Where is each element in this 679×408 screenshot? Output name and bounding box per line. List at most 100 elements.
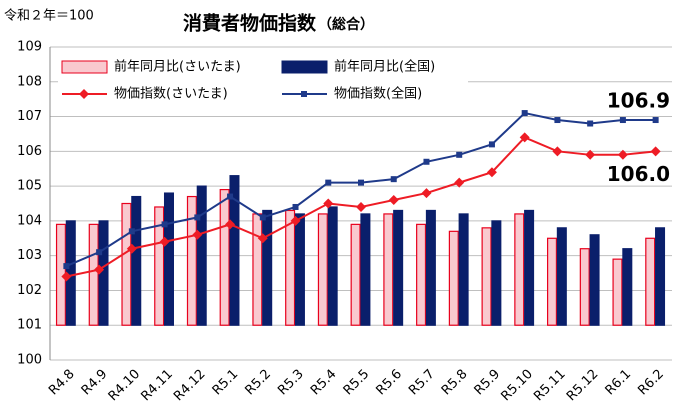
marker <box>554 117 561 124</box>
bar <box>88 223 99 326</box>
marker <box>325 179 332 186</box>
legend-label: 物価指数(全国) <box>334 86 422 102</box>
bar <box>163 192 175 326</box>
bar <box>491 220 502 326</box>
bar <box>458 213 469 326</box>
base-note: 令和２年＝100 <box>4 9 94 24</box>
x-tick-label: R5.11 <box>531 367 568 404</box>
x-tick-label: R5.6 <box>373 367 405 399</box>
marker <box>292 203 299 210</box>
marker <box>454 177 465 188</box>
legend-marker <box>301 91 307 97</box>
y-tick-label: 108 <box>17 74 42 89</box>
bar <box>219 188 230 326</box>
x-tick-label: R5.12 <box>564 367 601 404</box>
chart-title: 消費者物価指数 <box>183 12 317 35</box>
y-tick-label: 109 <box>17 40 42 55</box>
marker <box>161 221 168 228</box>
x-tick-label: R5.5 <box>341 367 373 399</box>
marker <box>488 141 495 148</box>
x-tick-label: R5.4 <box>308 367 340 399</box>
bar <box>448 230 459 326</box>
x-tick-label: R4.10 <box>106 367 143 404</box>
bar <box>546 237 558 326</box>
marker <box>128 228 135 235</box>
legend-marker <box>79 89 89 99</box>
value-label: 106.0 <box>607 162 670 186</box>
bar <box>285 209 296 326</box>
marker <box>388 195 399 206</box>
x-tick-label: R5.1 <box>210 367 242 399</box>
bar <box>481 227 492 326</box>
y-tick-label: 106 <box>17 144 42 159</box>
bar <box>514 213 525 326</box>
x-tick-label: R4.11 <box>138 367 175 404</box>
bar <box>262 209 273 326</box>
bar <box>317 213 328 326</box>
x-tick-label: R6.1 <box>603 367 635 399</box>
bar <box>645 237 656 326</box>
y-tick-label: 100 <box>17 353 42 368</box>
marker <box>96 249 103 256</box>
marker <box>619 117 626 124</box>
x-tick-label: R5.7 <box>406 367 438 399</box>
marker <box>486 167 497 178</box>
bar <box>154 206 165 326</box>
legend-swatch <box>61 60 108 74</box>
bar <box>196 185 207 326</box>
marker <box>421 188 432 199</box>
marker <box>650 146 661 157</box>
y-tick-label: 104 <box>17 213 42 228</box>
y-tick-label: 105 <box>17 179 42 194</box>
bar <box>327 206 338 326</box>
bar <box>131 195 142 326</box>
bar <box>229 175 240 326</box>
chart-subtitle: （総合） <box>318 16 374 33</box>
bar <box>121 202 132 326</box>
legend-label: 前年同月比(全国) <box>334 59 435 75</box>
bar <box>524 209 535 326</box>
x-tick-label: R5.8 <box>439 367 471 399</box>
y-tick-label: 101 <box>17 318 42 333</box>
marker <box>519 132 530 143</box>
bar <box>393 209 404 326</box>
bar <box>383 213 394 326</box>
y-tick-label: 102 <box>17 283 42 298</box>
x-tick-label: R5.10 <box>499 367 536 404</box>
marker <box>259 214 266 221</box>
bar <box>186 195 197 326</box>
x-tick-label: R5.3 <box>275 367 307 399</box>
x-tick-label: R5.2 <box>242 367 274 399</box>
marker <box>358 179 364 186</box>
y-tick-label: 103 <box>17 248 42 263</box>
marker <box>227 193 234 200</box>
legend-label: 物価指数(さいたま) <box>114 87 228 102</box>
marker <box>587 120 594 127</box>
marker <box>63 263 70 270</box>
y-tick-label: 107 <box>17 109 42 124</box>
legend-box <box>58 54 468 108</box>
x-tick-label: R4.12 <box>171 367 208 404</box>
bar <box>294 213 305 326</box>
legend-swatch <box>281 60 328 74</box>
marker <box>159 236 170 247</box>
marker <box>456 151 463 158</box>
marker <box>61 271 72 282</box>
marker <box>617 149 628 160</box>
marker <box>94 264 105 275</box>
marker <box>257 233 268 244</box>
bar <box>252 213 263 326</box>
bar <box>622 248 633 326</box>
marker <box>652 117 659 124</box>
marker <box>126 243 137 254</box>
bar <box>360 213 371 326</box>
legend-label: 前年同月比(さいたま) <box>114 59 241 75</box>
x-tick-label: R6.2 <box>635 367 667 399</box>
marker <box>423 158 430 165</box>
marker <box>323 198 334 209</box>
marker <box>192 229 203 240</box>
marker <box>225 219 236 230</box>
marker <box>552 146 563 157</box>
marker <box>356 201 366 212</box>
